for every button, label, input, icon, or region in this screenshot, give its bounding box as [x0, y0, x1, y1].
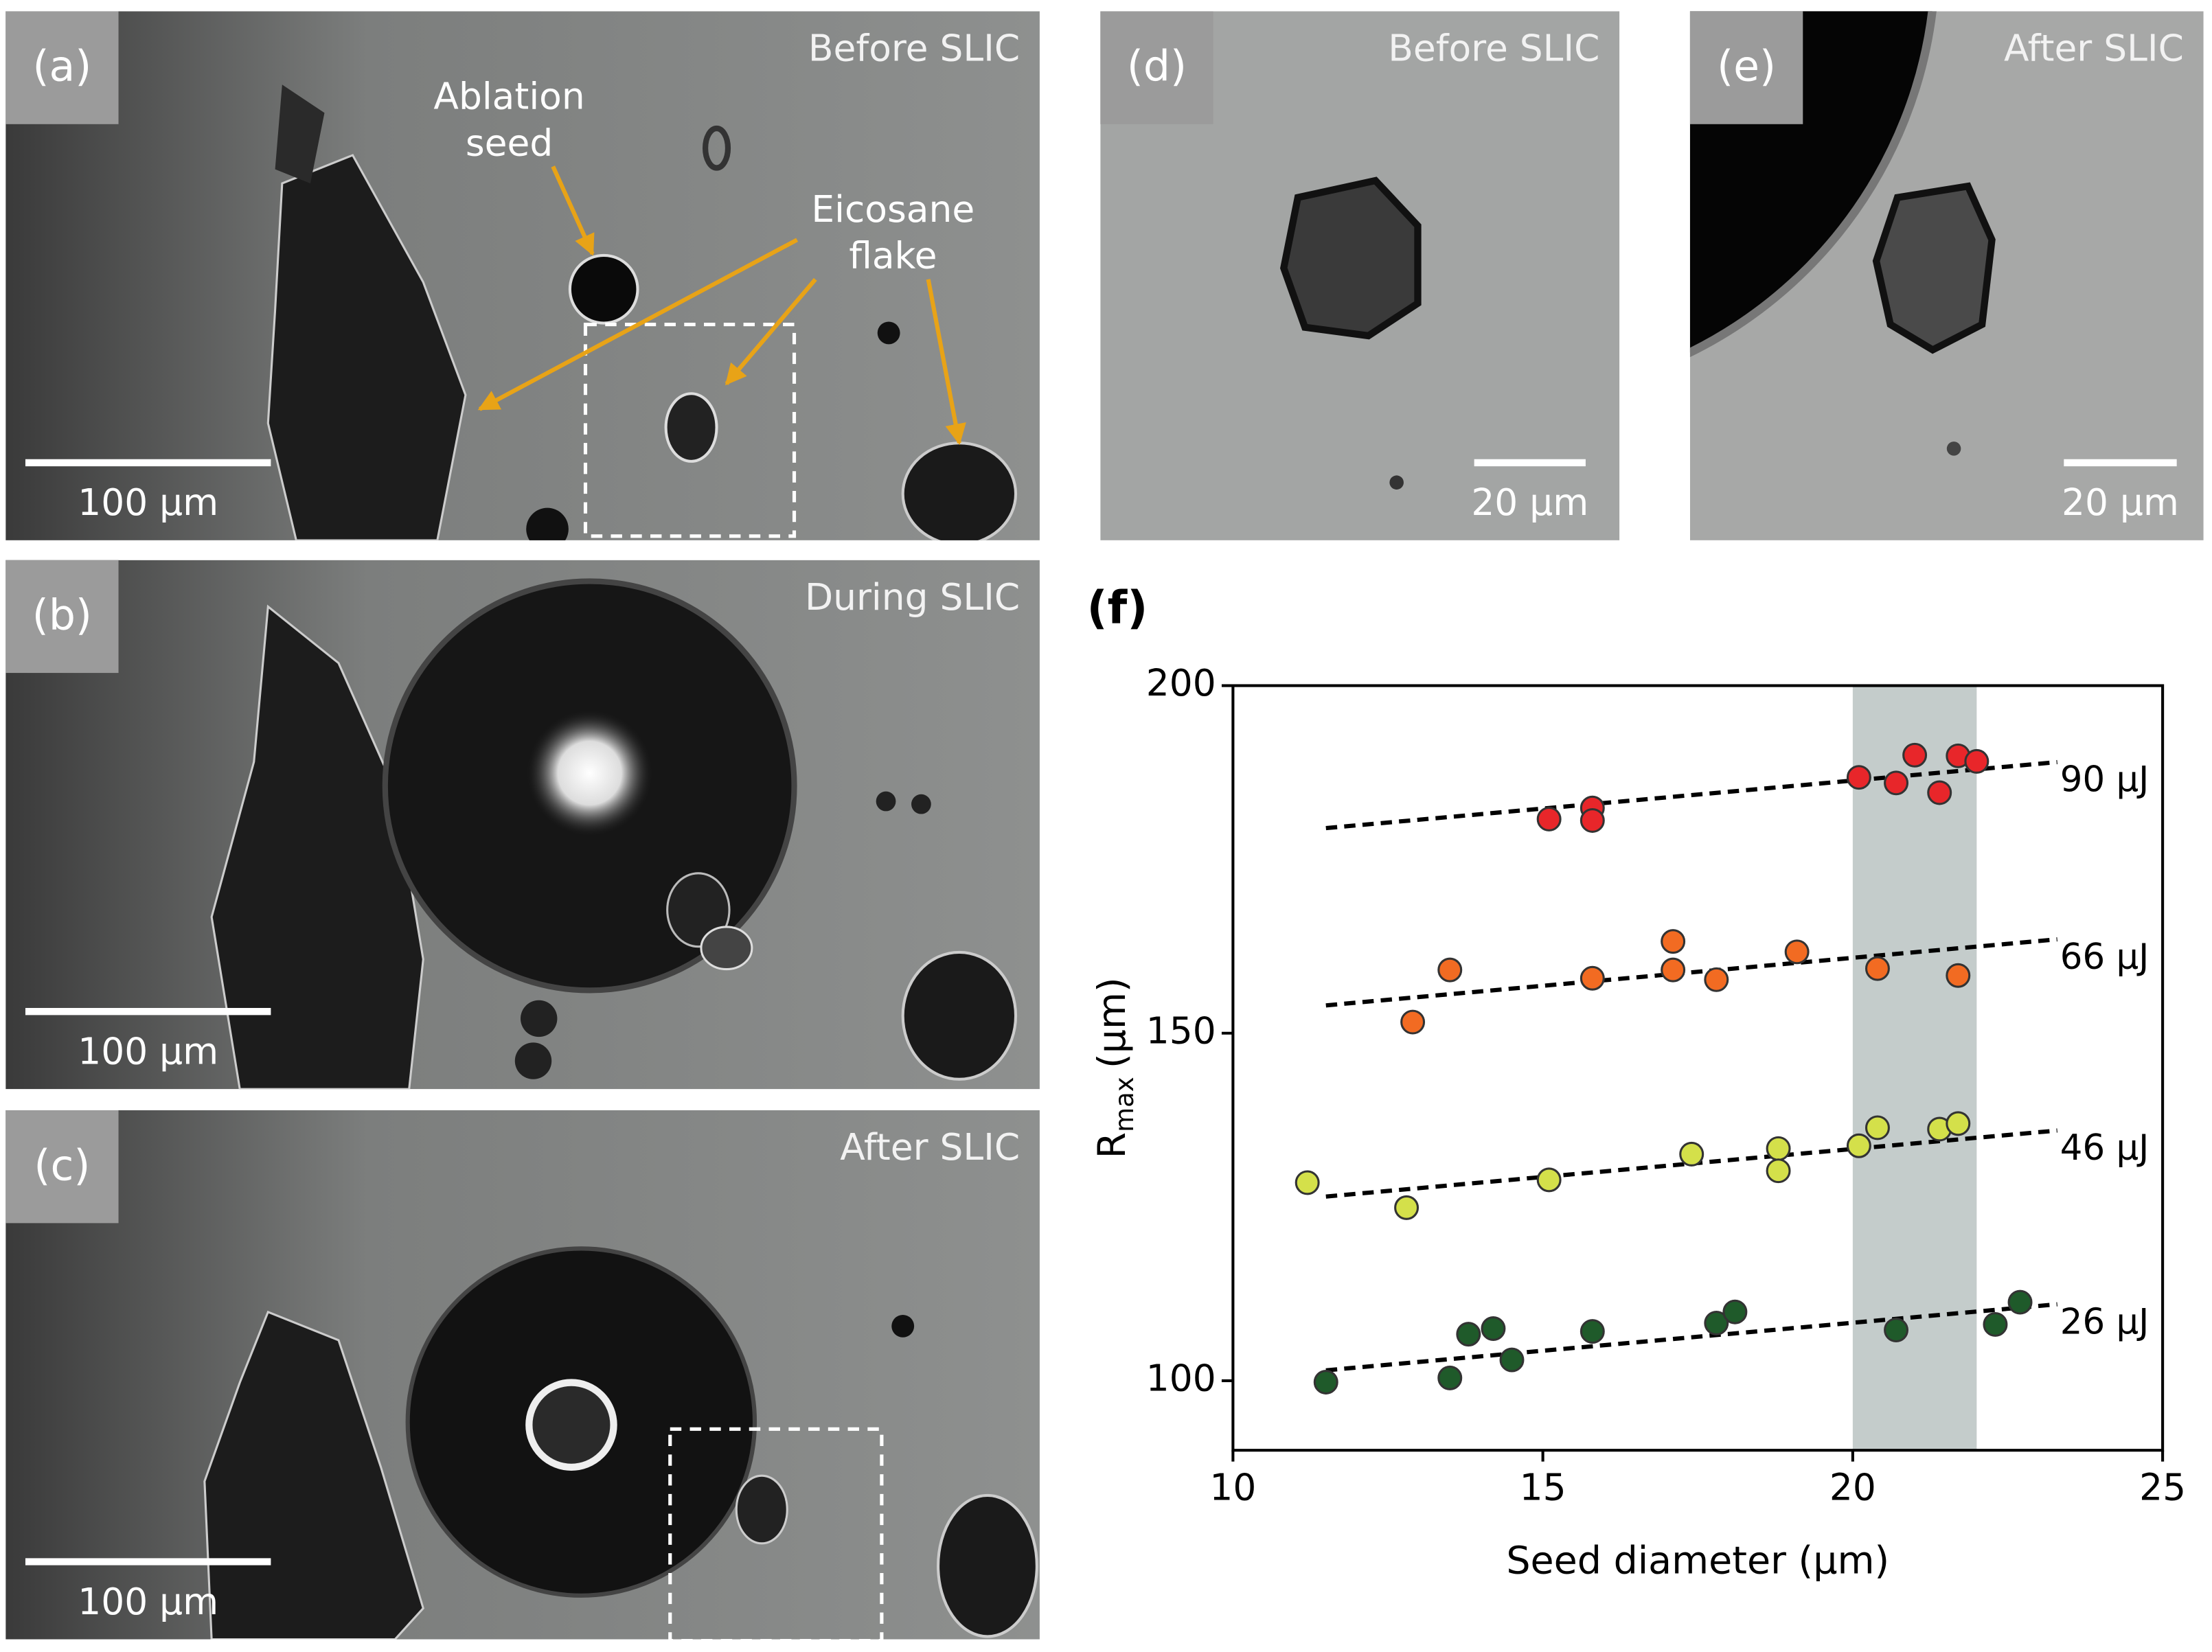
data-point [1437, 1365, 1463, 1390]
data-point [1846, 765, 1871, 790]
data-point [1481, 1316, 1506, 1341]
data-point [1437, 957, 1463, 983]
data-point [1902, 742, 1928, 768]
data-point [1983, 1311, 2008, 1337]
y-tick-label: 100 [1146, 1357, 1216, 1400]
scale-bar-label: 20 μm [2062, 481, 2179, 524]
micrograph-b [5, 560, 1040, 1090]
panel-label-box [5, 11, 119, 124]
panel-label: (b) [32, 590, 92, 640]
panel-label: (d) [1127, 42, 1187, 91]
data-point [1946, 963, 1971, 988]
panel-caption: Before SLIC [808, 27, 1020, 70]
series-label: 26 μJ [2060, 1301, 2150, 1342]
data-point [1865, 1115, 1890, 1140]
panel-caption: Before SLIC [1388, 27, 1599, 70]
data-point [1884, 1318, 1909, 1343]
x-tick-label: 20 [1829, 1465, 1876, 1508]
data-point [1536, 806, 1562, 831]
scale-bar-label: 100 μm [78, 1029, 218, 1072]
plot-frame [1231, 684, 2165, 1452]
fit-line [1325, 937, 2057, 1008]
y-axis-title-main: R [1091, 1132, 1134, 1159]
panel-label: (e) [1717, 42, 1776, 91]
data-point [1295, 1170, 1320, 1195]
data-point [1499, 1347, 1525, 1373]
data-point [1679, 1141, 1704, 1167]
series-label: 46 μJ [2060, 1127, 2150, 1169]
panel-caption: After SLIC [840, 1125, 1020, 1169]
fit-line [1325, 1302, 2057, 1373]
data-point [1580, 965, 1605, 991]
fit-line [1325, 759, 2057, 831]
annotation: flake [849, 234, 937, 277]
micrograph-a [5, 11, 1040, 540]
x-axis-title: Seed diameter (μm) [1506, 1539, 1889, 1583]
data-point [1394, 1195, 1419, 1220]
panel-label-box [1689, 11, 1803, 124]
micrograph-c [5, 1110, 1040, 1640]
data-point [1766, 1158, 1791, 1184]
x-tick-label: 25 [2139, 1465, 2186, 1508]
data-point [1884, 770, 1909, 796]
data-point [1946, 1111, 1971, 1136]
data-point [1580, 1319, 1605, 1344]
data-point [1846, 1133, 1871, 1158]
annotation: Ablation [433, 74, 584, 117]
scale-bar-label: 20 μm [1471, 481, 1588, 524]
scale-bar-label: 100 μm [78, 1580, 218, 1623]
annotation: Eicosane [811, 187, 974, 231]
chart-label: (f) [1087, 582, 1148, 634]
data-point [1722, 1299, 1748, 1324]
data-point [1536, 1167, 1562, 1193]
y-tick-label: 200 [1146, 661, 1216, 704]
data-point [1661, 929, 1686, 954]
data-point [1865, 956, 1890, 981]
panel-label-box [5, 560, 119, 674]
data-point [1784, 939, 1810, 965]
data-point [1964, 748, 1989, 774]
y-tick-label: 150 [1146, 1009, 1216, 1052]
data-point [2007, 1289, 2033, 1315]
x-tick-label: 10 [1209, 1465, 1256, 1508]
annotation: seed [466, 121, 553, 164]
data-point [1400, 1009, 1426, 1035]
panel-label: (c) [34, 1140, 90, 1190]
scale-bar-label: 100 μm [78, 481, 218, 524]
panel-label-box [5, 1110, 119, 1224]
panel-caption: During SLIC [805, 575, 1020, 619]
panel-label: (a) [32, 42, 91, 91]
data-point [1766, 1136, 1791, 1161]
panel-caption: After SLIC [2004, 27, 2184, 70]
series-label: 90 μJ [2060, 759, 2150, 801]
data-point [1704, 967, 1729, 992]
x-tick-label: 15 [1520, 1465, 1566, 1508]
data-point [1456, 1322, 1481, 1347]
y-axis-title: Rmax (μm) [1091, 977, 1139, 1158]
highlight-band [1852, 685, 1977, 1451]
data-point [1661, 957, 1686, 983]
data-point [1704, 1310, 1729, 1335]
panel-label-box [1100, 11, 1213, 124]
y-axis-title-unit: (μm) [1091, 977, 1134, 1068]
y-axis-title-sub: max [1110, 1077, 1139, 1132]
data-point [1927, 780, 1952, 805]
data-point [1313, 1369, 1338, 1395]
series-label: 66 μJ [2060, 937, 2150, 978]
data-point [1580, 807, 1605, 833]
